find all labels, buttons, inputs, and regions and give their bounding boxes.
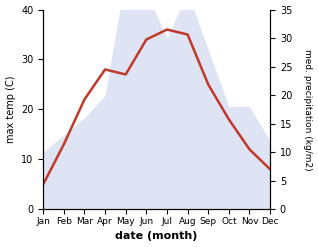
Y-axis label: med. precipitation (kg/m2): med. precipitation (kg/m2) xyxy=(303,49,313,170)
Y-axis label: max temp (C): max temp (C) xyxy=(5,76,16,143)
X-axis label: date (month): date (month) xyxy=(115,231,198,242)
